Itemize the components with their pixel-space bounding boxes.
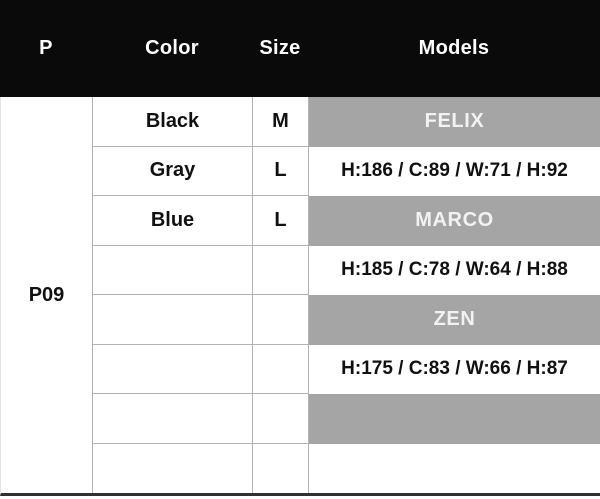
header-p: P: [39, 37, 53, 59]
cell-model-name: FELIX: [309, 97, 600, 147]
cell-size: M: [253, 97, 309, 147]
header-models: Models: [418, 37, 490, 59]
cell-size: [253, 295, 309, 345]
cell-measurements: [309, 444, 600, 494]
cell-color: [93, 245, 253, 295]
cell-color: Gray: [93, 146, 253, 196]
cell-color: [93, 295, 253, 345]
cell-color: Black: [93, 97, 253, 147]
header-size: Size: [259, 37, 301, 59]
cell-color: [93, 394, 253, 444]
cell-size: [253, 394, 309, 444]
cell-size: [253, 245, 309, 295]
cell-color: [93, 443, 253, 493]
cell-model-name: ZEN: [309, 295, 600, 345]
product-code-cell: P09: [1, 97, 93, 493]
table-header-row: P Color Size Models: [0, 0, 600, 97]
cell-color: Blue: [93, 196, 253, 246]
cell-measurements: H:186 / C:89 / W:71 / H:92: [341, 160, 568, 182]
cell-model-name: MARCO: [309, 196, 600, 246]
cell-size: [253, 344, 309, 394]
cell-size: L: [253, 196, 309, 246]
cell-color: [93, 344, 253, 394]
table-body: P09 Black M FELIX Gray L H:186 / C:89 / …: [0, 97, 600, 496]
header-color: Color: [145, 37, 199, 59]
cell-model-name: [309, 394, 600, 444]
cell-measurements: H:175 / C:83 / W:66 / H:87: [341, 358, 568, 380]
cell-measurements: H:185 / C:78 / W:64 / H:88: [341, 259, 568, 281]
cell-size: [253, 443, 309, 493]
cell-size: L: [253, 146, 309, 196]
